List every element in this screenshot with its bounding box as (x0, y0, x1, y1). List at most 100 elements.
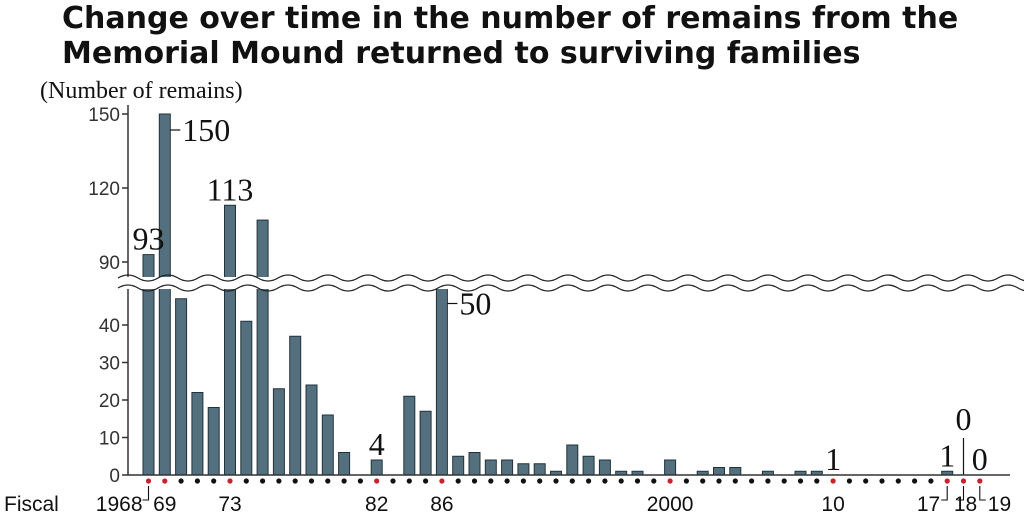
bar (240, 320, 253, 476)
y-tick-label: 90 (99, 253, 120, 274)
bar (598, 459, 611, 476)
year-marker (260, 478, 266, 484)
year-marker (537, 478, 543, 484)
bar (713, 467, 725, 476)
bar (370, 459, 383, 476)
data-label: 93 (133, 221, 165, 257)
year-marker (276, 478, 282, 484)
data-label: 150 (182, 112, 230, 148)
year-marker (634, 478, 641, 484)
bar (256, 219, 269, 476)
year-marker (227, 478, 233, 484)
year-marker (960, 478, 967, 484)
y-axis-label: (Number of remains) (40, 78, 243, 104)
year-marker (423, 478, 429, 484)
year-marker (178, 478, 184, 484)
year-marker (569, 478, 575, 484)
chart-title-line1: Change over time in the number of remain… (62, 1, 958, 36)
year-marker (390, 478, 396, 484)
x-tick-connector (957, 486, 965, 501)
year-marker (406, 478, 412, 484)
bar (224, 204, 236, 476)
bar (582, 455, 595, 476)
y-tick-label: 10 (99, 429, 120, 450)
year-marker (895, 478, 901, 484)
year-marker (194, 478, 200, 484)
x-tick-label: 82 (365, 493, 388, 516)
year-marker (325, 478, 331, 484)
year-marker (716, 478, 722, 484)
year-marker (602, 478, 608, 484)
year-marker (357, 478, 363, 484)
chart-title-line2: Memorial Mound returned to surviving fam… (62, 36, 860, 71)
year-marker (944, 478, 950, 484)
year-marker (700, 478, 706, 484)
y-tick-label: 30 (99, 354, 120, 375)
year-marker (651, 478, 657, 484)
year-marker (667, 478, 673, 484)
data-label: 4 (369, 426, 385, 462)
data-label: 50 (459, 286, 491, 322)
year-marker (488, 478, 494, 484)
year-marker (308, 478, 315, 484)
year-marker (618, 478, 624, 484)
x-axis: Fiscal 1968 69 73 82 86 2000 10 17 18 19 (4, 474, 1011, 516)
bar (484, 459, 497, 476)
x-tick-connector (979, 486, 986, 501)
year-marker (243, 478, 249, 484)
x-tick-label: 19 (988, 493, 1011, 516)
year-marker (683, 478, 690, 484)
year-marker (912, 478, 918, 484)
axes: 0 10 20 30 40 90 120 150 (88, 105, 129, 487)
bars (142, 113, 954, 476)
year-marker (830, 478, 836, 484)
x-tick-label: 1968 (96, 493, 143, 516)
x-tick-label: 17 (917, 493, 940, 516)
year-marker (211, 478, 217, 484)
y-tick-label: 20 (99, 391, 120, 412)
axis-break-wave (117, 284, 1024, 292)
y-tick-label: 40 (99, 316, 120, 337)
bar (419, 410, 432, 476)
year-marker (504, 478, 510, 484)
data-label: 1 (825, 441, 841, 477)
bar (289, 335, 302, 476)
year-marker (732, 478, 738, 484)
x-tick-label: 69 (153, 493, 176, 516)
axis-break (117, 274, 1024, 292)
year-marker (977, 478, 983, 484)
year-marker (455, 478, 461, 484)
x-tick-label: 73 (218, 493, 241, 516)
x-tick-connector (142, 486, 150, 501)
x-tick-label: 2000 (647, 493, 694, 516)
bar (305, 384, 318, 476)
bar (729, 467, 742, 476)
year-marker (846, 478, 853, 484)
year-marker (162, 478, 168, 484)
x-axis-prefix: Fiscal (4, 493, 59, 516)
bar (517, 463, 530, 476)
year-marker (781, 478, 787, 484)
year-marker (586, 478, 592, 484)
year-marker (341, 478, 347, 484)
year-marker (292, 478, 298, 484)
bar (403, 395, 416, 476)
x-tick-label: 18 (954, 493, 977, 516)
axis-break-wave (117, 274, 1024, 282)
bar (191, 392, 204, 476)
y-tick-label: 0 (109, 466, 120, 487)
bar (468, 452, 481, 476)
y-tick-label: 150 (88, 105, 120, 126)
year-marker (863, 478, 869, 484)
year-marker (439, 478, 445, 484)
bar (175, 298, 188, 476)
year-marker (520, 478, 527, 484)
year-marker (145, 478, 152, 484)
bar (321, 414, 334, 476)
year-marker (797, 478, 804, 484)
bar (501, 459, 514, 476)
bar (338, 452, 351, 476)
bar (664, 459, 677, 476)
